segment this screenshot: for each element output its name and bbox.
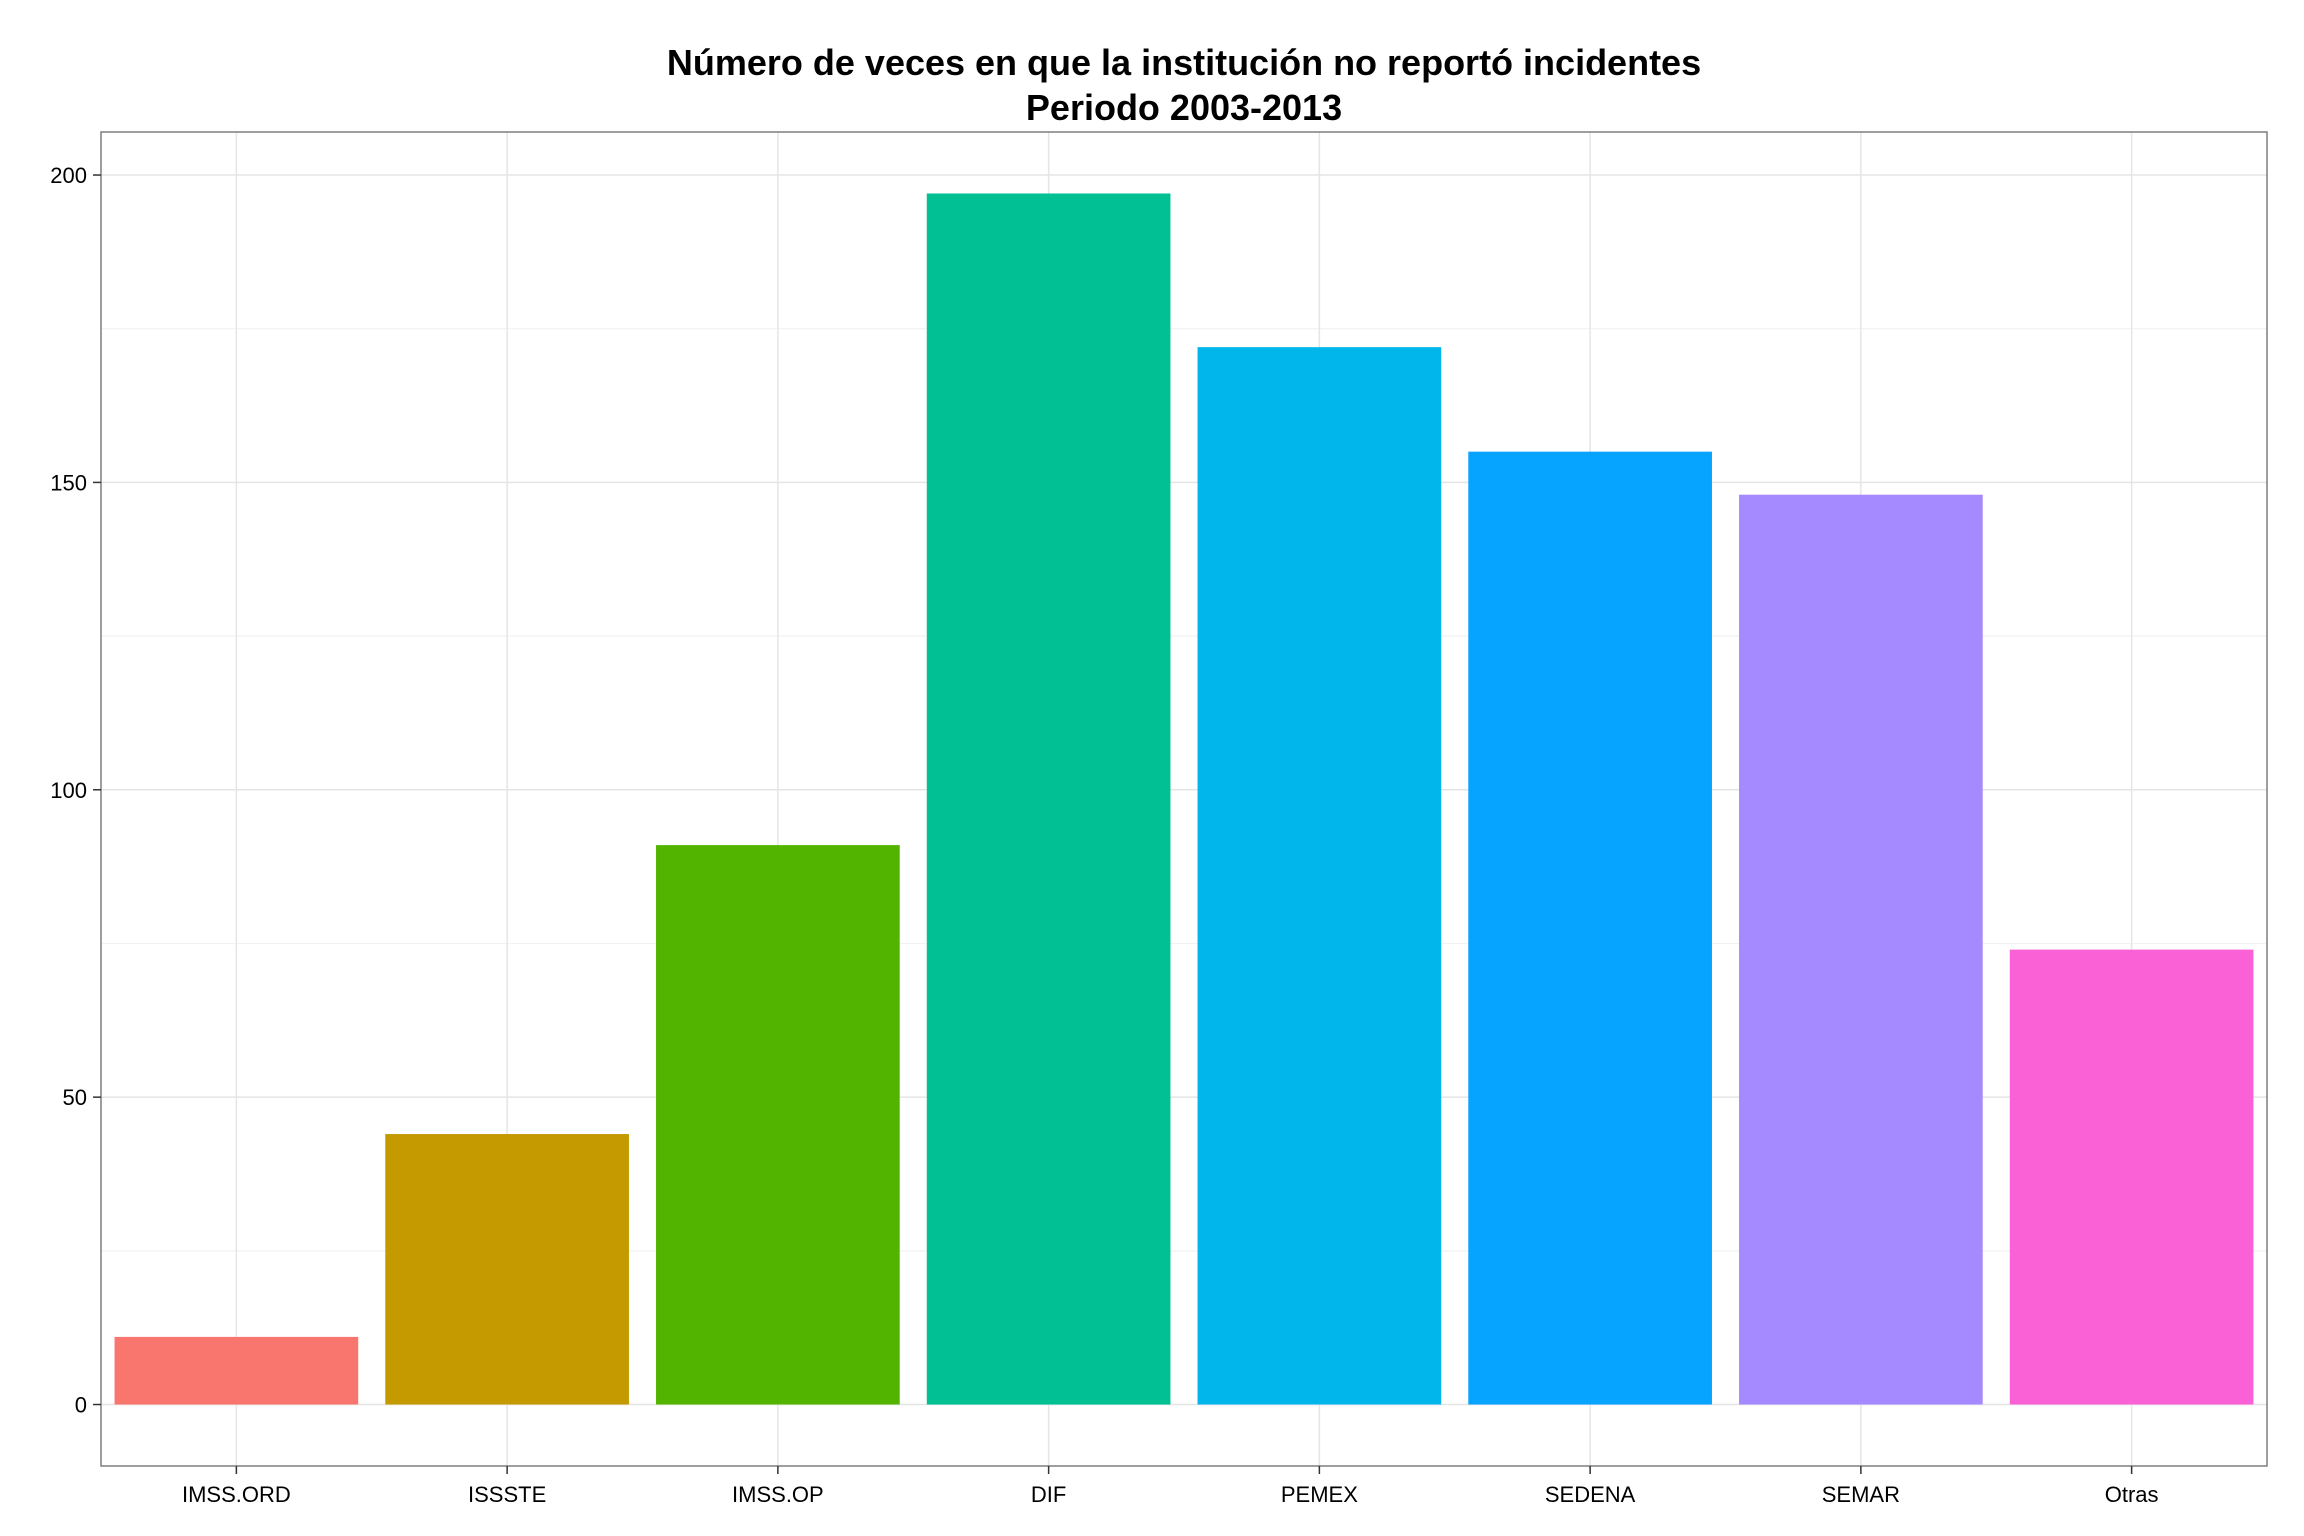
x-tick-label: IMSS.ORD xyxy=(182,1482,291,1507)
y-tick-label: 200 xyxy=(50,163,87,188)
y-tick-label: 50 xyxy=(63,1085,87,1110)
bar-semar xyxy=(1739,494,1983,1405)
y-tick-label: 100 xyxy=(50,778,87,803)
x-tick-label: SEMAR xyxy=(1822,1482,1900,1507)
bar-imss-op xyxy=(656,845,900,1405)
plot-panel-border xyxy=(100,131,2268,1467)
bar-sedena xyxy=(1468,451,1712,1405)
bar-pemex xyxy=(1197,347,1442,1405)
x-tick-label: IMSS.OP xyxy=(732,1482,824,1507)
bars xyxy=(114,193,2254,1405)
x-tick-label: DIF xyxy=(1031,1482,1066,1507)
bar-dif xyxy=(926,193,1171,1405)
y-tick-label: 0 xyxy=(75,1393,87,1418)
y-tick-label: 150 xyxy=(50,470,87,495)
x-tick-label: Otras xyxy=(2105,1482,2159,1507)
chart-subtitle: Periodo 2003-2013 xyxy=(1026,87,1342,128)
bar-otras xyxy=(2009,949,2254,1405)
bar-imss-ord xyxy=(114,1336,359,1405)
x-tick-label: ISSSTE xyxy=(468,1482,546,1507)
bar-issste xyxy=(385,1134,629,1405)
chart-title: Número de veces en que la institución no… xyxy=(667,42,1701,83)
x-tick-label: PEMEX xyxy=(1281,1482,1358,1507)
x-tick-label: SEDENA xyxy=(1545,1482,1636,1507)
axes: 0 50 100 150 200 IMSS.ORD ISSSTE IMSS.OP DIF PEME… xyxy=(50,163,2158,1507)
